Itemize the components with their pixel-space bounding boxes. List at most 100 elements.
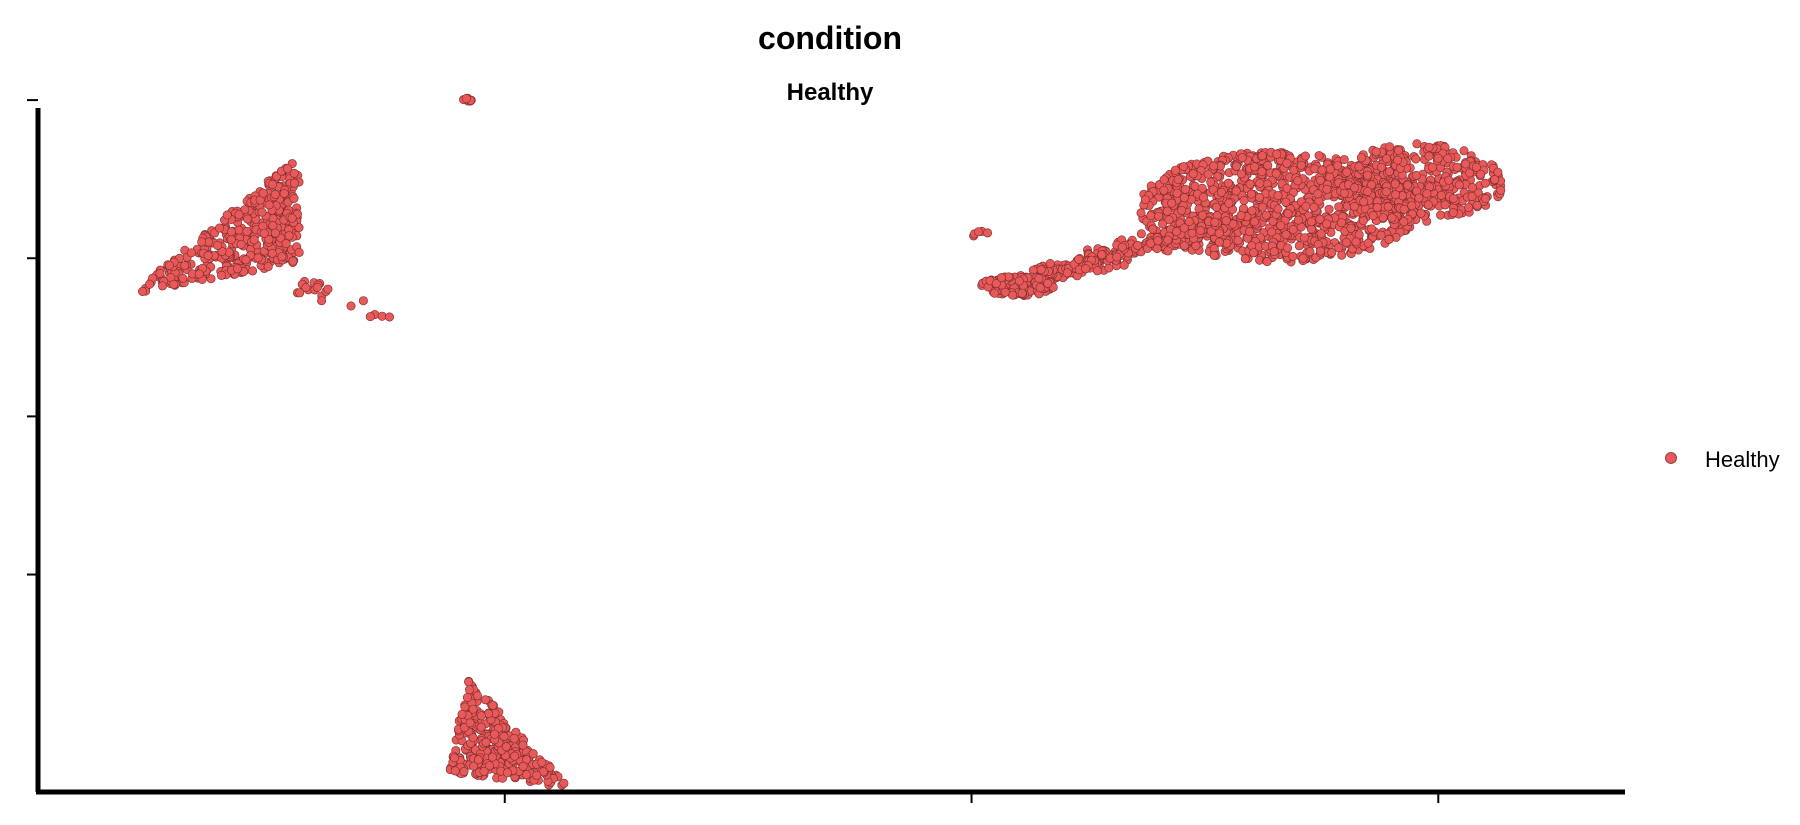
data-point-cluster-5 <box>1416 208 1426 218</box>
data-point-cluster-4 <box>1245 179 1255 189</box>
data-point-cluster-4 <box>1269 247 1279 257</box>
data-point-cluster-4 <box>1246 189 1256 199</box>
data-point-cluster-7 <box>1000 287 1010 297</box>
axis-ticks <box>27 99 1440 803</box>
data-point-cluster-3 <box>459 766 469 776</box>
data-point-cluster-1 <box>249 235 259 245</box>
data-point-cluster-4 <box>1136 208 1146 218</box>
data-point-cluster-5 <box>1428 162 1438 172</box>
data-point-cluster-4 <box>1255 192 1265 202</box>
data-point-cluster-4 <box>1167 198 1177 208</box>
data-point-cluster-3 <box>518 740 528 750</box>
chart-title: condition <box>758 20 902 56</box>
data-point-cluster-5 <box>1381 187 1391 197</box>
data-point-cluster-6 <box>1045 258 1055 268</box>
data-point-cluster-8 <box>973 227 983 237</box>
data-point-cluster-6 <box>1179 223 1189 233</box>
data-point-cluster-1-tail <box>323 284 333 294</box>
data-point-cluster-5 <box>1350 183 1360 193</box>
data-point-cluster-1 <box>277 252 287 262</box>
data-point-cluster-4 <box>1276 221 1286 231</box>
data-point-cluster-5 <box>1465 168 1475 178</box>
data-point-cluster-4 <box>1257 167 1267 177</box>
data-point-cluster-1 <box>288 256 298 266</box>
data-point-cluster-3 <box>528 749 538 759</box>
data-point-cluster-3 <box>559 778 569 788</box>
data-point-cluster-3 <box>449 753 459 763</box>
data-point-cluster-6 <box>1163 235 1173 245</box>
data-point-cluster-1 <box>253 253 263 263</box>
data-point-cluster-1 <box>178 273 188 283</box>
data-point-cluster-3 <box>532 770 542 780</box>
data-point-cluster-1 <box>270 189 280 199</box>
data-point-cluster-3 <box>468 704 478 714</box>
data-point-cluster-3 <box>481 737 491 747</box>
data-point-cluster-5 <box>1452 162 1462 172</box>
data-point-cluster-1 <box>283 164 293 174</box>
data-point-cluster-4 <box>1236 169 1246 179</box>
data-point-cluster-4 <box>1322 219 1332 229</box>
data-point-cluster-6 <box>1136 229 1146 239</box>
data-point-cluster-3 <box>510 751 520 761</box>
data-point-cluster-1 <box>155 268 165 278</box>
data-point-cluster-4 <box>1300 233 1310 243</box>
data-point-cluster-1 <box>203 251 213 261</box>
data-point-cluster-4 <box>1223 178 1233 188</box>
data-point-cluster-5 <box>1476 169 1486 179</box>
data-point-cluster-3 <box>545 762 555 772</box>
data-point-cluster-4 <box>1337 250 1347 260</box>
data-point-cluster-4 <box>1162 206 1172 216</box>
data-point-cluster-4 <box>1272 149 1282 159</box>
data-point-cluster-1 <box>281 239 291 249</box>
data-point-cluster-4 <box>1261 210 1271 220</box>
data-point-cluster-6 <box>1221 216 1231 226</box>
data-point-cluster-1 <box>194 269 204 279</box>
data-point-cluster-7 <box>1017 288 1027 298</box>
data-point-cluster-4 <box>1179 193 1189 203</box>
data-point-cluster-6 <box>1092 266 1102 276</box>
data-point-cluster-4 <box>1358 216 1368 226</box>
data-point-cluster-4 <box>1283 209 1293 219</box>
data-point-cluster-4 <box>1333 161 1343 171</box>
data-point-cluster-3 <box>537 757 547 767</box>
data-point-cluster-1 <box>243 214 253 224</box>
data-point-cluster-5 <box>1390 179 1400 189</box>
data-point-cluster-5 <box>1349 201 1359 211</box>
data-point-cluster-4 <box>1316 229 1326 239</box>
data-point-cluster-5 <box>1481 194 1491 204</box>
data-point-cluster-3 <box>521 770 531 780</box>
data-point-cluster-5 <box>1412 139 1422 149</box>
data-point-cluster-4 <box>1313 189 1323 199</box>
data-point-cluster-4 <box>1363 238 1373 248</box>
data-point-cluster-4 <box>1188 169 1198 179</box>
data-point-cluster-4 <box>1346 223 1356 233</box>
data-point-cluster-1 <box>267 248 277 258</box>
data-point-cluster-4 <box>1258 202 1268 212</box>
data-point-cluster-1 <box>222 210 232 220</box>
data-point-cluster-5 <box>1459 146 1469 156</box>
data-point-cluster-1 <box>145 279 155 289</box>
data-point-cluster-5 <box>1444 175 1454 185</box>
data-point-cluster-4 <box>1281 230 1291 240</box>
data-point-cluster-1-tail <box>377 311 387 321</box>
data-point-cluster-1 <box>279 188 289 198</box>
data-point-cluster-5 <box>1464 203 1474 213</box>
data-point-cluster-4 <box>1317 165 1327 175</box>
data-point-cluster-1 <box>217 270 227 280</box>
data-point-cluster-5 <box>1472 200 1482 210</box>
data-point-cluster-1 <box>263 262 273 272</box>
data-point-cluster-4 <box>1305 247 1315 257</box>
data-point-cluster-4 <box>1249 248 1259 258</box>
data-point-cluster-2 <box>461 94 471 104</box>
data-point-cluster-4 <box>1263 160 1273 170</box>
data-point-cluster-4 <box>1239 195 1249 205</box>
data-point-cluster-5 <box>1440 200 1450 210</box>
data-point-cluster-4 <box>1240 254 1250 264</box>
data-point-cluster-4 <box>1288 251 1298 261</box>
data-point-cluster-3 <box>476 711 486 721</box>
data-point-cluster-6 <box>1210 217 1220 227</box>
data-point-cluster-6 <box>1187 228 1197 238</box>
data-point-cluster-4 <box>1209 161 1219 171</box>
data-point-cluster-4 <box>1309 202 1319 212</box>
data-point-cluster-1 <box>259 228 269 238</box>
